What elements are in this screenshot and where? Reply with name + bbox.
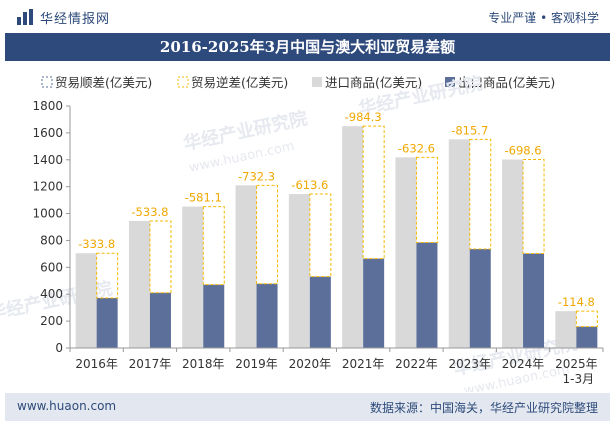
chart-title: 2016-2025年3月中国与澳大利亚贸易差额	[159, 38, 456, 56]
deficit-value-label: -533.8	[131, 205, 168, 219]
legend-label: 贸易顺差(亿美元)	[55, 75, 152, 90]
x-tick-label: 2024年	[502, 357, 545, 371]
import-bar	[395, 157, 417, 348]
y-tick-label: 1000	[32, 207, 63, 221]
deficit-value-label: -333.8	[78, 237, 115, 251]
export-bar	[96, 297, 118, 348]
export-bar	[363, 258, 385, 348]
legend-swatch-surplus	[41, 76, 53, 88]
y-tick-label: 200	[40, 314, 63, 328]
export-bar	[203, 284, 225, 348]
x-tick-label: 2021年	[342, 357, 385, 371]
import-bar	[288, 194, 310, 348]
deficit-bar	[309, 193, 332, 278]
deficit-value-label: -114.8	[558, 295, 595, 309]
export-bar	[416, 242, 438, 348]
y-tick-label: 0	[55, 341, 63, 355]
import-bar	[75, 253, 97, 348]
deficit-value-label: -815.7	[451, 123, 488, 137]
x-tick-label: 2025年	[555, 357, 598, 371]
top-bar: 华经情报网 专业严谨 • 客观科学	[0, 0, 615, 33]
legend: 贸易顺差(亿美元) 贸易逆差(亿美元) 进口商品(亿美元) 出口商品(亿美元)	[41, 75, 555, 90]
deficit-bar	[575, 310, 598, 328]
deficit-bar	[256, 184, 279, 285]
x-tick-label: 2018年	[182, 357, 225, 371]
legend-label: 贸易逆差(亿美元)	[191, 75, 288, 90]
deficit-value-label: -698.6	[505, 144, 542, 158]
deficit-bar	[415, 156, 438, 243]
y-tick-label: 800	[40, 233, 63, 247]
deficit-value-label: -632.6	[398, 141, 435, 155]
export-bar	[256, 283, 278, 348]
x-tick-label: 2016年	[75, 357, 118, 371]
y-tick-label: 1200	[32, 180, 63, 194]
bar-chart-logo-icon	[17, 9, 33, 25]
y-tick-label: 600	[40, 260, 63, 274]
import-bar	[128, 220, 150, 348]
import-bar	[235, 185, 257, 348]
export-bar	[576, 326, 598, 348]
deficit-bar	[202, 206, 225, 286]
y-tick-label: 1600	[32, 126, 63, 140]
footer-bar: www.huaon.com 数据来源：中国海关，华经产业研究院整理	[5, 393, 610, 421]
tagline: 专业严谨 • 客观科学	[488, 11, 599, 25]
legend-label: 出口商品(亿美元)	[458, 75, 555, 90]
export-bar	[309, 276, 331, 348]
export-bar	[523, 253, 545, 348]
deficit-bar	[469, 138, 492, 250]
x-tick-label: 2020年	[289, 357, 332, 371]
legend-label: 进口商品(亿美元)	[325, 75, 422, 90]
x-tick-label: 2023年	[448, 357, 491, 371]
chart-area: 贸易顺差(亿美元) 贸易逆差(亿美元) 进口商品(亿美元) 出口商品(亿美元) 华经产…	[0, 72, 604, 392]
deficit-value-label: -581.1	[185, 191, 222, 205]
deficit-bar	[96, 252, 119, 299]
legend-swatch-export	[445, 77, 455, 87]
x-tick-label: 2022年	[395, 357, 438, 371]
brand-name: 华经情报网	[40, 12, 111, 27]
footer-url: www.huaon.com	[17, 399, 117, 413]
deficit-value-label: -732.3	[238, 169, 275, 183]
deficit-bar	[522, 159, 545, 254]
deficit-bar	[149, 220, 172, 294]
data-source: 数据来源：中国海关，华经产业研究院整理	[369, 401, 598, 415]
legend-swatch-deficit	[177, 76, 189, 88]
bars	[75, 125, 598, 349]
deficit-value-label: -613.6	[291, 178, 328, 192]
x-tick-label: 2019年	[235, 357, 278, 371]
export-bar	[469, 249, 491, 348]
x-tick-label: 1-3月	[563, 372, 595, 386]
x-axis: 2016年 2017年 2018年 2019年 2020年 2021年 2022年 2023年…	[69, 347, 604, 386]
data-labels: -333.8 -533.8 -581.1 -732.3 -613.6 -984.3 -632…	[78, 110, 595, 309]
y-axis: 0 200 400 600 800 1000 1200 1400 1600 1800	[32, 99, 71, 355]
deficit-value-label: -984.3	[345, 110, 382, 124]
legend-swatch-import	[312, 77, 322, 87]
import-bar	[555, 311, 577, 348]
export-bar	[149, 292, 171, 348]
import-bar	[502, 159, 524, 348]
x-tick-label: 2017年	[129, 357, 172, 371]
y-tick-label: 1400	[32, 153, 63, 167]
y-tick-label: 400	[40, 287, 63, 301]
import-bar	[182, 206, 204, 348]
y-tick-label: 1800	[32, 99, 63, 113]
deficit-bar	[362, 125, 385, 260]
import-bar	[342, 126, 364, 349]
title-bar: 2016-2025年3月中国与澳大利亚贸易差额	[5, 33, 610, 61]
import-bar	[448, 139, 470, 348]
